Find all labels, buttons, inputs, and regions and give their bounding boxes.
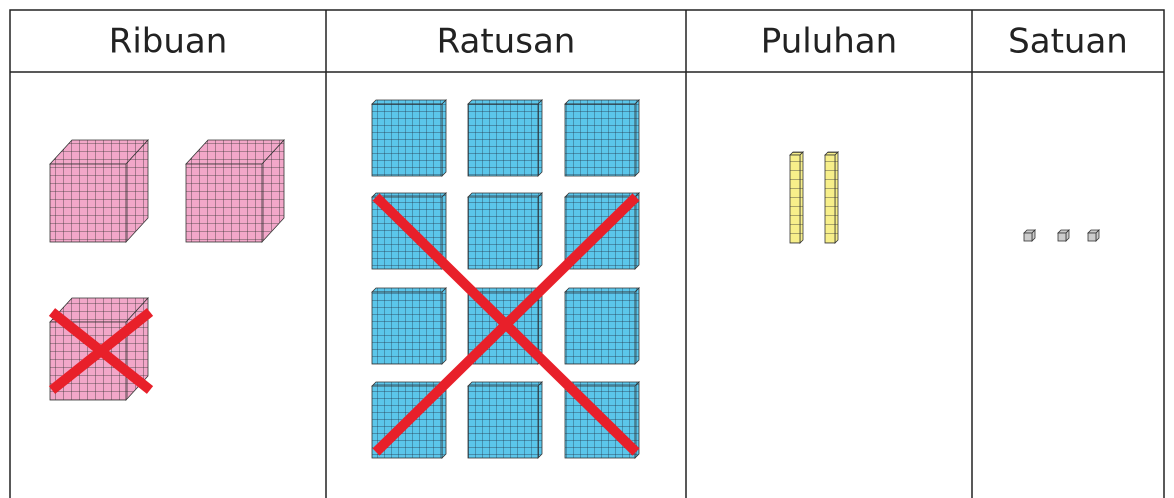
hundred-flat-side bbox=[634, 99, 640, 177]
ten-rod-side bbox=[834, 151, 839, 244]
cross-line bbox=[372, 193, 640, 456]
hundred-flat-front bbox=[371, 103, 443, 177]
cross-line bbox=[48, 308, 154, 394]
hundred-flat-side bbox=[537, 192, 543, 270]
hundred-flat-front bbox=[564, 291, 636, 365]
ten-rod-front bbox=[789, 154, 801, 244]
column-header: Satuan bbox=[1008, 22, 1128, 62]
hundred-flat-top bbox=[371, 192, 447, 198]
column-header: Ratusan bbox=[437, 22, 576, 62]
hundred-flat-top bbox=[564, 287, 640, 293]
hundred-flat-side bbox=[634, 192, 640, 270]
hundred-flat-top bbox=[564, 192, 640, 198]
hundred-flat-top bbox=[467, 192, 543, 198]
hundred-flat-front bbox=[467, 385, 539, 459]
hundred-flat-side bbox=[634, 287, 640, 365]
hundred-flat-front bbox=[371, 291, 443, 365]
thousand-cube-front bbox=[49, 163, 127, 243]
table-frame bbox=[9, 9, 1165, 498]
unit-cube-front bbox=[1087, 232, 1097, 242]
hundred-flat-side bbox=[441, 287, 447, 365]
hundred-flat-front bbox=[467, 103, 539, 177]
blocks bbox=[49, 99, 1100, 459]
ten-rod-side bbox=[799, 151, 804, 244]
hundred-flat-top bbox=[564, 381, 640, 387]
hundred-flat-side bbox=[441, 99, 447, 177]
hundred-flat-top bbox=[467, 99, 543, 105]
hundred-flat-top bbox=[371, 381, 447, 387]
unit-cube-front bbox=[1057, 232, 1067, 242]
ten-rod-front bbox=[824, 154, 836, 244]
hundred-flat-side bbox=[537, 381, 543, 459]
hundred-flat-top bbox=[371, 99, 447, 105]
hundred-flat-front bbox=[467, 196, 539, 270]
thousand-cube-front bbox=[185, 163, 263, 243]
hundred-flat-front bbox=[564, 103, 636, 177]
unit-cube-front bbox=[1023, 232, 1033, 242]
table-border bbox=[9, 9, 1165, 498]
column-header: Puluhan bbox=[761, 22, 897, 62]
hundred-flat-top bbox=[564, 99, 640, 105]
hundred-flat-top bbox=[467, 381, 543, 387]
hundred-flat-side bbox=[537, 99, 543, 177]
cross-marks bbox=[48, 193, 640, 456]
column-header: Ribuan bbox=[109, 22, 228, 62]
hundred-flat-top bbox=[371, 287, 447, 293]
